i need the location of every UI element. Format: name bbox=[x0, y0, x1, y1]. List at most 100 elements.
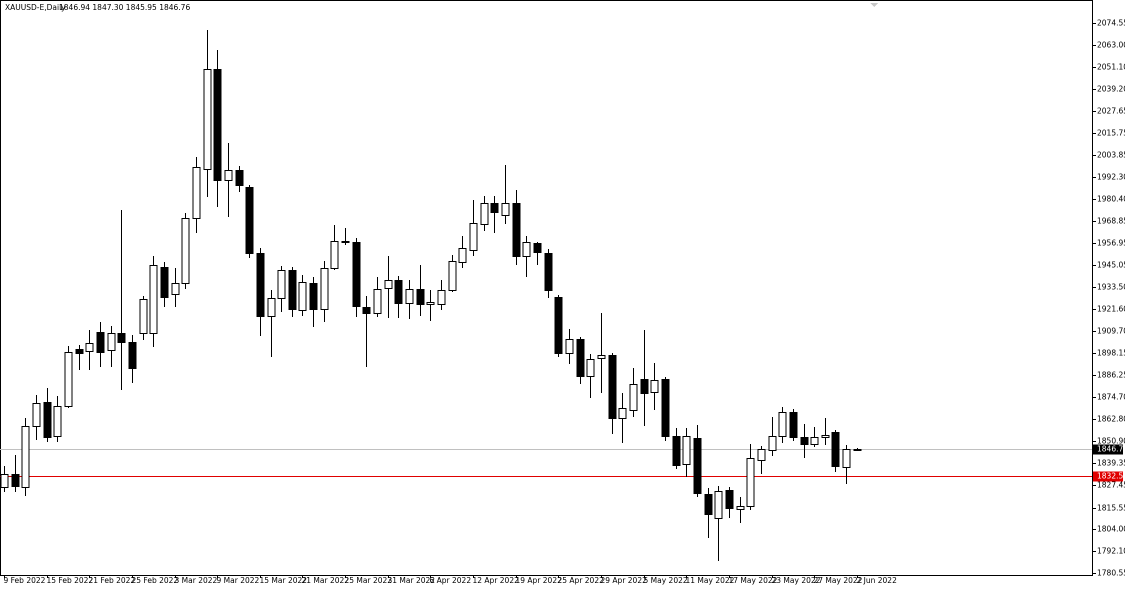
y-tick-label: 1804.00 bbox=[1097, 525, 1125, 534]
candle-body bbox=[203, 69, 212, 170]
candle-body bbox=[576, 339, 585, 377]
x-tick-label: 25 Apr 2022 bbox=[558, 576, 605, 585]
candle-body bbox=[53, 406, 62, 437]
candle-body bbox=[693, 438, 702, 494]
x-tick-label: 23 May 2022 bbox=[772, 576, 821, 585]
candle-body bbox=[437, 290, 446, 305]
x-tick-label: 11 May 2022 bbox=[686, 576, 735, 585]
ohlc-text: 1846.94 1847.30 1845.95 1846.76 bbox=[59, 3, 190, 12]
candle-body bbox=[85, 343, 94, 352]
candle-body bbox=[384, 280, 393, 289]
candle-body bbox=[512, 203, 521, 257]
candle-body bbox=[160, 267, 169, 298]
candle-body bbox=[714, 491, 723, 519]
candle-body bbox=[43, 402, 52, 438]
candle-body bbox=[235, 170, 244, 186]
candle-body bbox=[181, 218, 190, 284]
x-tick-label: 31 Mar 2022 bbox=[388, 576, 436, 585]
candle-body bbox=[96, 332, 105, 353]
candle-body bbox=[394, 280, 403, 304]
scroll-marker bbox=[870, 3, 878, 7]
chart-title: XAUUSD-E,Daily bbox=[5, 3, 66, 12]
candle-body bbox=[330, 241, 339, 269]
x-tick-label: 15 Mar 2022 bbox=[260, 576, 308, 585]
y-tick-label: 2003.85 bbox=[1097, 151, 1125, 160]
x-tick-label: 5 May 2022 bbox=[644, 576, 688, 585]
y-tick-label: 1933.50 bbox=[1097, 283, 1125, 292]
candle-body bbox=[682, 436, 691, 465]
candle-body bbox=[373, 289, 382, 314]
candle-body bbox=[11, 474, 20, 487]
x-tick-label: 2 Jun 2022 bbox=[857, 576, 898, 585]
candle-body bbox=[789, 412, 798, 438]
current-price-box bbox=[1093, 444, 1123, 455]
candle-body bbox=[533, 243, 542, 253]
y-tick-label: 1921.60 bbox=[1097, 305, 1125, 314]
candle-body bbox=[490, 203, 499, 213]
candle-body bbox=[149, 265, 158, 334]
candle-body bbox=[672, 436, 681, 466]
candle-body bbox=[597, 355, 606, 359]
y-tick-label: 1792.10 bbox=[1097, 547, 1125, 556]
candle-body bbox=[853, 449, 862, 451]
candle-body bbox=[821, 435, 830, 438]
x-tick-label: 27 May 2022 bbox=[814, 576, 863, 585]
candle-body bbox=[352, 242, 361, 307]
x-tick-label: 29 Apr 2022 bbox=[601, 576, 648, 585]
candle-body bbox=[362, 307, 371, 314]
candle-body bbox=[768, 436, 777, 451]
candle-body bbox=[341, 241, 350, 243]
y-tick-label: 2074.55 bbox=[1097, 19, 1125, 28]
candle-body bbox=[448, 261, 457, 291]
candle-body bbox=[139, 299, 148, 334]
candle-body bbox=[800, 437, 809, 445]
x-tick-label: 3 Mar 2022 bbox=[175, 576, 218, 585]
candle-body bbox=[736, 506, 745, 510]
y-tick-label: 1968.85 bbox=[1097, 217, 1125, 226]
candle-body bbox=[458, 248, 467, 263]
y-tick-label: 1839.35 bbox=[1097, 459, 1125, 468]
y-tick-label: 1827.45 bbox=[1097, 481, 1125, 490]
y-tick-label: 1992.30 bbox=[1097, 173, 1125, 182]
candle-body bbox=[831, 432, 840, 467]
candle-body bbox=[192, 167, 201, 219]
y-tick-label: 1898.15 bbox=[1097, 349, 1125, 358]
y-tick-label: 1956.95 bbox=[1097, 239, 1125, 248]
candle-body bbox=[320, 268, 329, 310]
y-tick-label: 2051.10 bbox=[1097, 63, 1125, 72]
candle-body bbox=[554, 297, 563, 354]
candle-body bbox=[107, 333, 116, 351]
x-tick-label: 9 Feb 2022 bbox=[4, 576, 46, 585]
candle-body bbox=[256, 253, 265, 317]
candle-body bbox=[171, 283, 180, 295]
x-tick-label: 15 Feb 2022 bbox=[47, 576, 94, 585]
candle-body bbox=[426, 302, 435, 305]
candle-body bbox=[629, 384, 638, 411]
y-tick-label: 1780.55 bbox=[1097, 569, 1125, 578]
candle-body bbox=[565, 339, 574, 354]
candle-body bbox=[469, 223, 478, 251]
candle-body bbox=[277, 270, 286, 299]
candle-body bbox=[245, 187, 254, 254]
candle-body bbox=[778, 412, 787, 437]
red-line-label: 1832.58 bbox=[1097, 472, 1125, 481]
x-tick-label: 25 Feb 2022 bbox=[132, 576, 179, 585]
y-tick-label: 1886.25 bbox=[1097, 371, 1125, 380]
candle-body bbox=[650, 380, 659, 393]
y-tick-label: 2063.00 bbox=[1097, 41, 1125, 50]
candle-body bbox=[608, 355, 617, 419]
y-tick-label: 1945.05 bbox=[1097, 261, 1125, 270]
candle-body bbox=[810, 437, 819, 445]
x-tick-label: 12 Apr 2022 bbox=[473, 576, 520, 585]
candle-body bbox=[586, 359, 595, 377]
y-tick-label: 2039.20 bbox=[1097, 85, 1125, 94]
candle-body bbox=[64, 352, 73, 407]
y-tick-label: 2015.75 bbox=[1097, 129, 1125, 138]
candle-body bbox=[618, 408, 627, 419]
y-tick-label: 1909.70 bbox=[1097, 327, 1125, 336]
x-tick-label: 6 Apr 2022 bbox=[430, 576, 472, 585]
candle-body bbox=[75, 349, 84, 354]
